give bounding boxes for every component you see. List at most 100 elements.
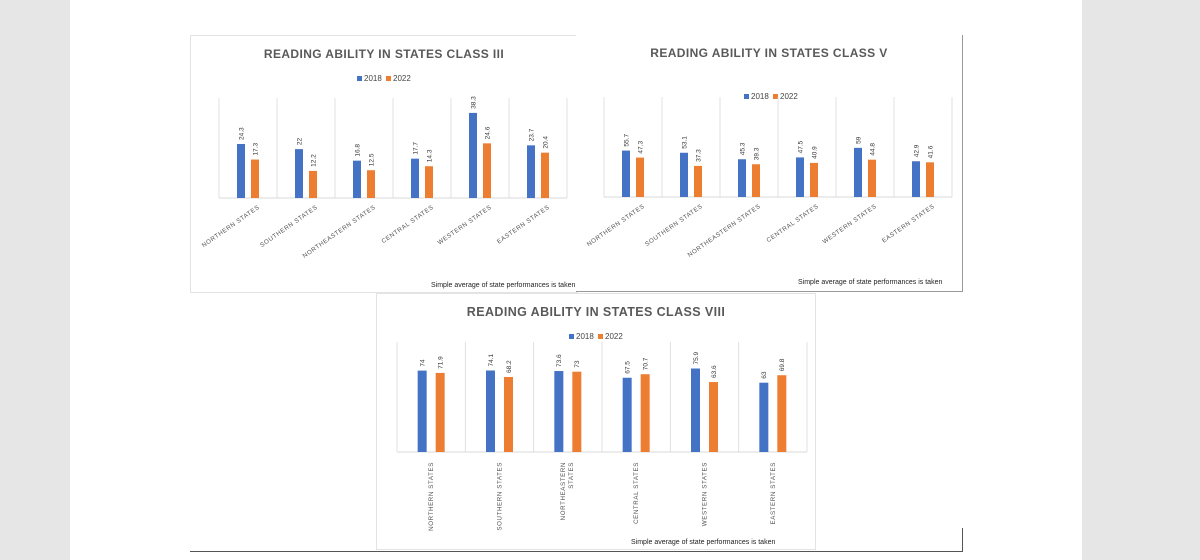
chart-legend: 2018 2022 [357, 74, 411, 83]
bar-2022 [435, 372, 445, 452]
chart-legend: 2018 2022 [569, 332, 623, 341]
chart-panel-class-viii: READING ABILITY IN STATES CLASS VIII 2018… [376, 293, 816, 550]
bar-2022 [810, 162, 818, 197]
legend-label-2022: 2022 [780, 92, 798, 101]
page-divider [190, 551, 962, 552]
chart-title: READING ABILITY IN STATES CLASS VIII [467, 305, 725, 319]
legend-swatch-2022 [598, 334, 603, 339]
data-label-2018: 16.8 [354, 144, 361, 157]
data-label-2022: 39.3 [753, 147, 760, 160]
legend-label-2018: 2018 [751, 92, 769, 101]
bar-2018 [237, 144, 245, 198]
data-label-2018: 55.7 [623, 134, 630, 147]
data-label-2022: 37.3 [695, 149, 702, 162]
chart-panel-class-v: READING ABILITY IN STATES CLASS V 2018 202… [576, 35, 963, 292]
page-divider-tick [962, 528, 963, 552]
data-label-2022: 44.8 [869, 143, 876, 156]
category-label: CENTRAL STATES [633, 462, 640, 524]
chart-class-v: READING ABILITY IN STATES CLASS V 2018 202… [586, 46, 953, 286]
data-label-2018: 73.6 [556, 354, 563, 367]
data-label-2022: 71.9 [437, 356, 444, 369]
chart-panel-class-iii: READING ABILITY IN STATES CLASS III 2018 2… [190, 35, 578, 293]
bar-2018 [469, 112, 477, 198]
category-label: EASTERN STATES [770, 462, 777, 525]
category-label: NORTHERN STATES [201, 204, 261, 249]
category-label: CENTRAL STATES [380, 204, 435, 245]
data-label-2022: 41.6 [927, 145, 934, 158]
chart-note: Simple average of state performances is … [431, 282, 575, 289]
category-label: SOUTHERN STATES [497, 462, 504, 531]
bar-2022 [251, 159, 259, 198]
data-label-2022: 17.3 [252, 143, 259, 156]
data-label-2022: 69.8 [779, 358, 786, 371]
data-label-2018: 42.9 [913, 144, 920, 157]
bar-2018 [854, 147, 862, 197]
data-label-2022: 20.4 [542, 136, 549, 149]
bar-2022 [504, 376, 513, 452]
bar-2022 [425, 166, 433, 198]
data-label-2018: 74 [419, 359, 426, 367]
data-label-2018: 63 [761, 371, 768, 379]
category-label: NORTHEASTERN [560, 462, 567, 520]
legend-swatch-2022 [773, 94, 778, 99]
data-label-2022: 70.7 [642, 357, 649, 370]
bar-2018 [527, 145, 535, 198]
data-label-2018: 47.5 [797, 140, 804, 153]
legend-swatch-2018 [744, 94, 749, 99]
data-label-2022: 24.6 [484, 126, 491, 139]
chart-note: Simple average of state performances is … [631, 539, 775, 546]
legend-swatch-2022 [386, 76, 391, 81]
data-label-2018: 59 [855, 136, 862, 144]
bar-2022 [752, 164, 760, 197]
bar-2022 [868, 159, 876, 197]
bar-2018 [417, 370, 427, 452]
bar-2022 [572, 371, 582, 452]
legend-swatch-2018 [569, 334, 574, 339]
legend-label-2018: 2018 [364, 74, 382, 83]
data-label-2018: 23.7 [528, 128, 535, 141]
bar-2022 [926, 162, 934, 197]
chart-legend: 2018 2022 [744, 92, 798, 101]
bar-2018 [295, 149, 303, 198]
chart-note: Simple average of state performances is … [798, 279, 942, 286]
data-label-2022: 40.9 [811, 146, 818, 159]
bar-2022 [709, 382, 718, 452]
legend-swatch-2018 [357, 76, 362, 81]
data-label-2018: 17.7 [412, 142, 419, 155]
legend-label-2018: 2018 [576, 332, 594, 341]
bar-2022 [541, 152, 549, 198]
legend-label-2022: 2022 [393, 74, 411, 83]
data-label-2022: 63.6 [711, 365, 718, 378]
data-label-2018: 38.3 [470, 96, 477, 109]
data-label-2022: 73 [574, 360, 581, 368]
bar-2018 [554, 371, 564, 452]
bar-2018 [622, 150, 630, 197]
chart-title: READING ABILITY IN STATES CLASS III [264, 47, 504, 61]
bar-2018 [796, 157, 804, 197]
data-label-2022: 12.5 [368, 153, 375, 166]
data-label-2022: 68.2 [506, 360, 513, 373]
legend-label-2022: 2022 [605, 332, 623, 341]
category-label: CENTRAL STATES [765, 203, 820, 244]
data-label-2022: 47.3 [637, 141, 644, 154]
bar-2022 [636, 157, 644, 197]
category-label: SOUTHERN STATES [259, 204, 319, 249]
category-label-line2: STATES [568, 462, 575, 489]
data-label-2022: 12.2 [310, 154, 317, 167]
data-label-2018: 24.3 [238, 127, 245, 140]
bar-2018 [759, 382, 769, 452]
bar-2018 [486, 370, 495, 452]
bar-2022 [694, 165, 702, 197]
bar-2022 [309, 170, 317, 198]
bar-2018 [680, 152, 688, 197]
category-label: WESTERN STATES [822, 203, 879, 246]
category-label: WESTERN STATES [702, 462, 709, 526]
data-label-2018: 67.5 [624, 361, 631, 374]
bar-2018 [353, 160, 361, 198]
bar-2022 [777, 375, 787, 452]
category-label: NORTHERN STATES [428, 462, 435, 531]
data-label-2022: 14.3 [426, 149, 433, 162]
bar-2018 [622, 377, 632, 452]
category-label: SOUTHERN STATES [644, 203, 704, 248]
